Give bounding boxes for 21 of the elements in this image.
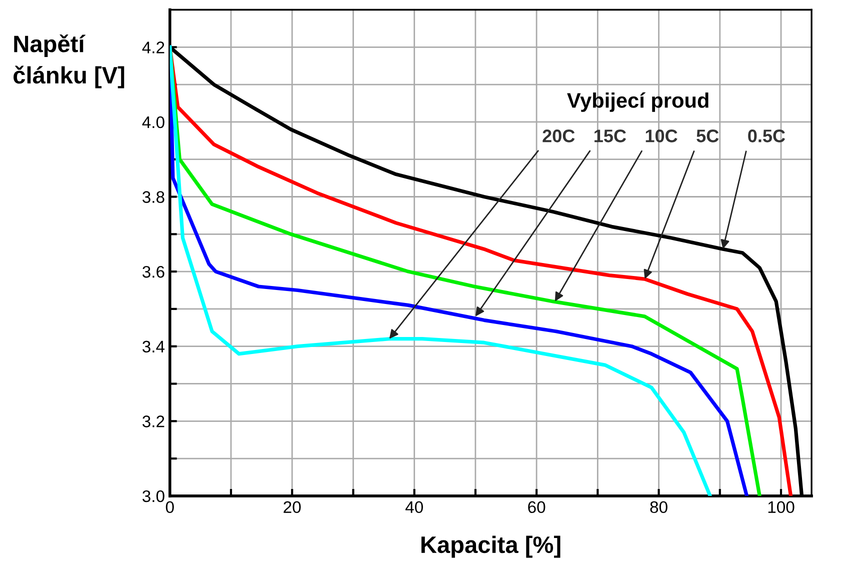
y-tick-label: 3.6 [142,266,164,278]
annotation: 5C [696,130,719,142]
x-tick-label: 60 [528,501,546,514]
y-tick-label: 4.2 [142,42,164,54]
y-tick-label: 3.0 [142,490,164,502]
y-tick-label: 3.2 [142,416,164,428]
x-tick-label: 20 [284,501,301,514]
annotation: 0.5C [748,130,786,142]
y-tick-label: 3.8 [142,191,164,203]
y-tick-label: 4.0 [142,116,164,128]
y-tick-label: 3.4 [142,340,165,353]
annotation: 20C [542,130,575,142]
x-tick-label: 0 [166,501,174,514]
x-tick-label: 40 [405,501,423,514]
annotation: 10C [646,130,678,142]
annotation: 15C [594,130,626,142]
y-axis-title: Napětí článku [V] [14,34,124,88]
x-axis-title: Kapacita [%] [421,536,560,558]
x-tick-label: 80 [650,501,668,514]
x-tick-label: 100 [768,501,794,514]
annotation: Vybijecí proud [567,92,708,112]
